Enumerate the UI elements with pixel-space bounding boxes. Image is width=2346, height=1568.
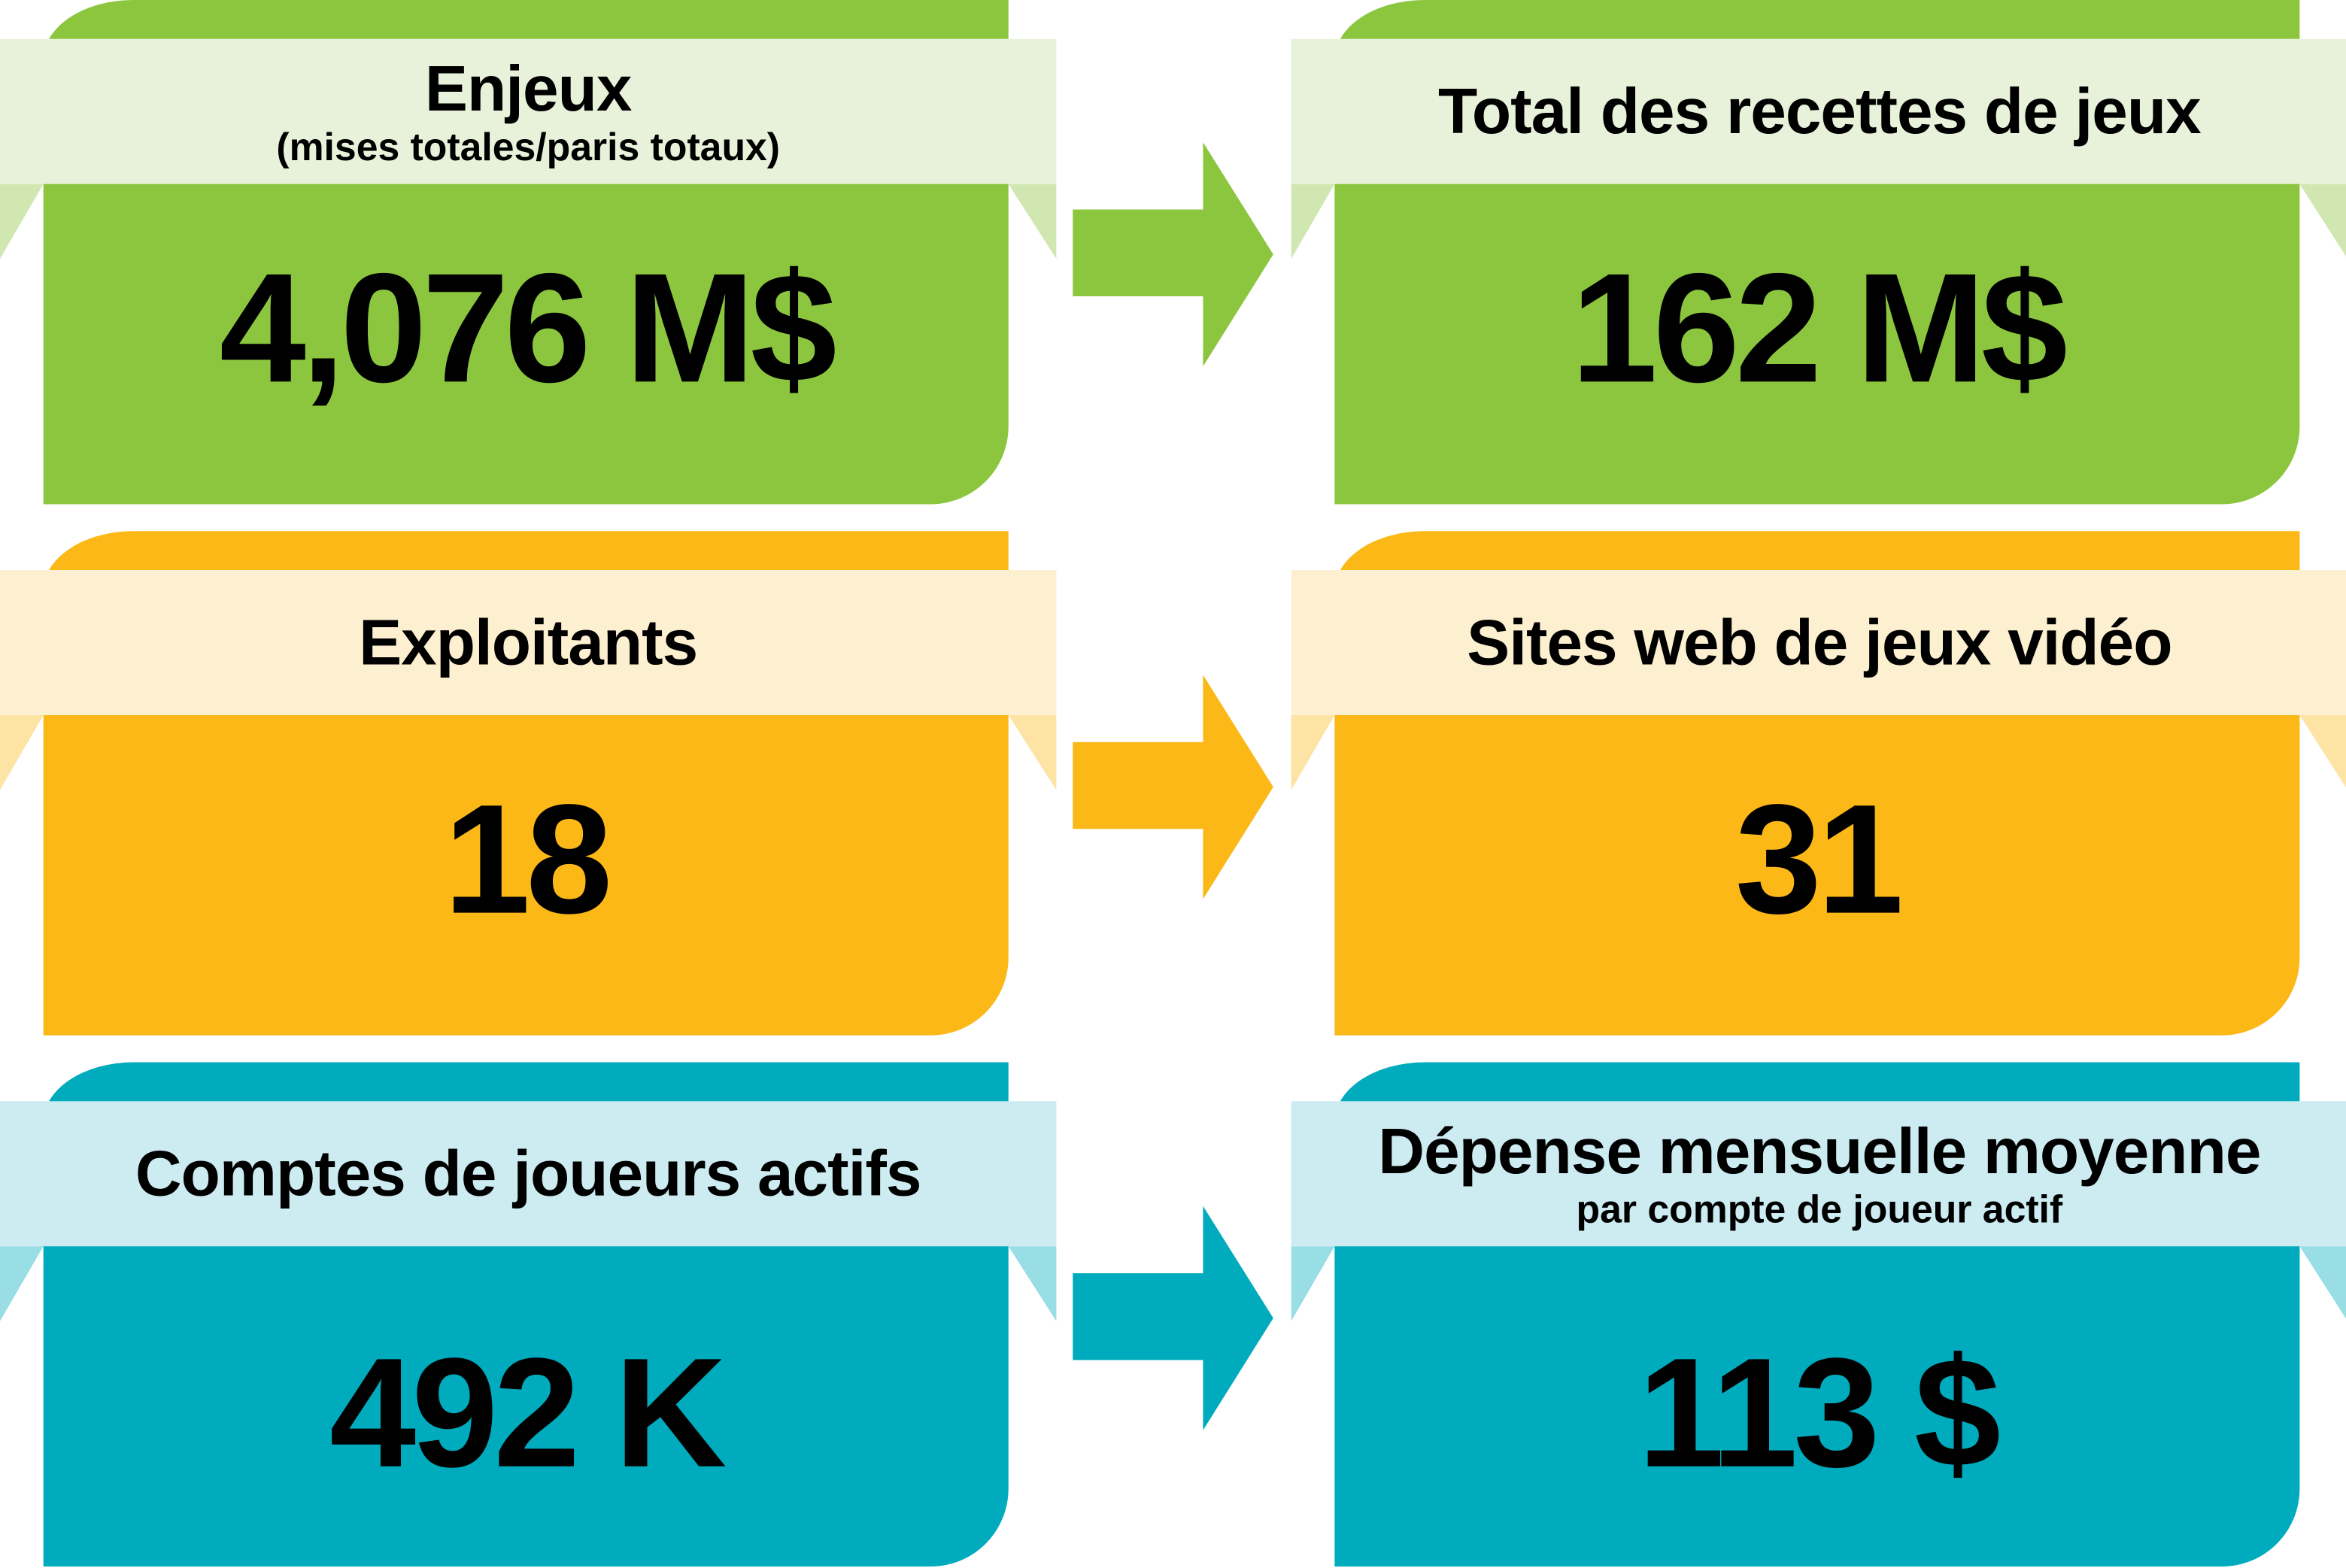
card-title: Exploitants [359,606,698,679]
card-stakes: Enjeux (mises totales/paris totaux) 4,07… [0,0,1057,505]
card-value: 492 K [329,1327,727,1501]
card-gaming-revenue: Total des recettes de jeux 162 M$ [1291,0,2346,505]
card-title: Sites web de jeux vidéo [1467,606,2172,679]
card-subtitle: (mises totales/paris totaux) [276,123,781,168]
card-title: Comptes de joueurs actifs [135,1138,922,1210]
card-value: 18 [444,773,612,948]
arrow-right-icon [1073,1206,1282,1430]
card-title: Enjeux [424,53,633,126]
card-banner: Dépense mensuelle moyenne par compte de … [1291,1101,2346,1247]
card-value: 4,076 M$ [219,242,837,417]
card-title: Total des recettes de jeux [1438,75,2202,147]
card-title: Dépense mensuelle moyenne [1378,1115,2261,1187]
card-value: 113 $ [1637,1327,2001,1501]
card-banner: Enjeux (mises totales/paris totaux) [0,38,1057,184]
card-value: 162 M$ [1571,242,2068,417]
card-subtitle: par compte de joueur actif [1576,1185,2063,1231]
arrow-right-icon [1073,142,1282,367]
card-monthly-spend: Dépense mensuelle moyenne par compte de … [1291,1062,2346,1567]
card-operators: Exploitants 18 [0,531,1057,1036]
card-banner: Sites web de jeux vidéo [1291,569,2346,715]
card-gaming-websites: Sites web de jeux vidéo 31 [1291,531,2346,1036]
arrow-right-icon [1073,675,1282,899]
card-banner: Comptes de joueurs actifs [0,1101,1057,1247]
card-banner: Exploitants [0,569,1057,715]
card-value: 31 [1734,773,1904,948]
card-active-accounts: Comptes de joueurs actifs 492 K [0,1062,1057,1567]
card-banner: Total des recettes de jeux [1291,38,2346,184]
